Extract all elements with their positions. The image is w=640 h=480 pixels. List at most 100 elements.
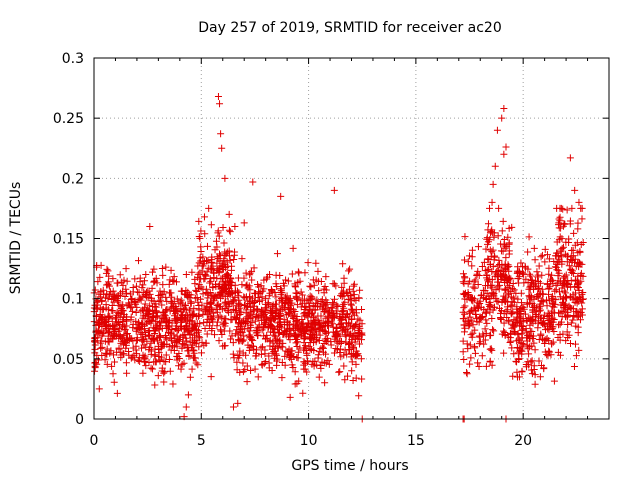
data-point <box>523 337 531 345</box>
data-point <box>146 331 154 339</box>
data-point <box>155 352 163 360</box>
data-point <box>334 339 342 347</box>
data-point <box>238 318 246 326</box>
data-point <box>536 300 544 308</box>
data-point <box>264 323 272 331</box>
data-point <box>150 358 158 366</box>
data-point <box>488 314 496 322</box>
data-point <box>200 213 208 221</box>
data-point <box>475 362 483 370</box>
data-point <box>309 276 317 284</box>
data-point <box>322 286 330 294</box>
data-point <box>195 333 203 341</box>
data-point <box>236 315 244 323</box>
data-point <box>460 256 468 264</box>
data-point <box>123 335 131 343</box>
data-point <box>516 344 524 352</box>
data-point <box>91 349 99 357</box>
data-point <box>220 255 228 263</box>
data-point <box>567 265 575 273</box>
data-point <box>137 330 145 338</box>
data-point <box>514 295 522 303</box>
data-point <box>142 306 150 314</box>
data-point <box>129 320 137 328</box>
data-point <box>467 294 475 302</box>
data-point <box>337 353 345 361</box>
data-point <box>525 350 533 358</box>
data-point <box>556 233 564 241</box>
data-point <box>330 349 338 357</box>
data-point <box>525 331 533 339</box>
data-point <box>526 270 534 278</box>
data-point <box>206 275 214 283</box>
data-point <box>578 215 586 223</box>
data-point <box>202 257 210 265</box>
data-point <box>324 328 332 336</box>
data-point <box>177 305 185 313</box>
data-point <box>294 268 302 276</box>
data-point <box>141 354 149 362</box>
data-point <box>525 292 533 300</box>
data-point <box>202 307 210 315</box>
data-point <box>213 253 221 261</box>
data-point <box>526 272 534 280</box>
data-point <box>175 362 183 370</box>
data-point <box>104 267 112 275</box>
data-point <box>178 311 186 319</box>
data-point <box>340 300 348 308</box>
data-point <box>177 296 185 304</box>
data-point <box>554 348 562 356</box>
data-point <box>157 333 165 341</box>
data-point <box>98 297 106 305</box>
data-point <box>514 263 522 271</box>
data-point <box>350 295 358 303</box>
data-point <box>195 217 203 225</box>
data-point <box>186 373 194 381</box>
data-point <box>353 351 361 359</box>
data-point <box>228 262 236 270</box>
data-point <box>160 288 168 296</box>
data-point <box>495 256 503 264</box>
data-point <box>141 300 149 308</box>
data-point <box>122 289 130 297</box>
data-point <box>197 243 205 251</box>
data-point <box>95 385 103 393</box>
data-point <box>355 294 363 302</box>
data-point <box>574 312 582 320</box>
data-point <box>534 317 542 325</box>
data-point <box>179 331 187 339</box>
data-point <box>488 229 496 237</box>
data-point <box>330 300 338 308</box>
data-point <box>262 294 270 302</box>
data-point <box>519 268 527 276</box>
data-point <box>517 346 525 354</box>
data-point <box>263 335 271 343</box>
data-point <box>229 350 237 358</box>
data-point <box>230 251 238 259</box>
data-point <box>306 307 314 315</box>
data-point <box>578 311 586 319</box>
data-point <box>463 295 471 303</box>
data-point <box>157 344 165 352</box>
data-point <box>241 325 249 333</box>
data-point <box>350 345 358 353</box>
data-point <box>579 239 587 247</box>
data-point <box>349 333 357 341</box>
data-point <box>481 336 489 344</box>
data-point <box>293 353 301 361</box>
data-point <box>319 343 327 351</box>
data-point <box>352 306 360 314</box>
data-point <box>342 319 350 327</box>
data-point <box>120 313 128 321</box>
data-point <box>316 321 324 329</box>
data-point <box>469 329 477 337</box>
data-point <box>162 351 170 359</box>
data-point <box>571 340 579 348</box>
data-point <box>524 358 532 366</box>
data-point <box>208 256 216 264</box>
data-point <box>125 351 133 359</box>
data-point <box>509 372 517 380</box>
data-point <box>154 372 162 380</box>
data-point <box>512 319 520 327</box>
data-point <box>286 354 294 362</box>
